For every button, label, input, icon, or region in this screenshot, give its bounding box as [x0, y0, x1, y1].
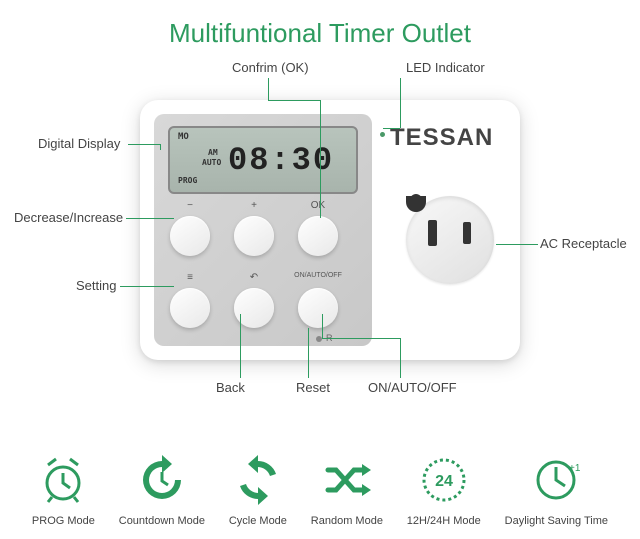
feat-random-label: Random Mode	[311, 515, 383, 527]
random-icon	[320, 453, 374, 507]
alarm-icon	[36, 453, 90, 507]
callout-led: LED Indicator	[406, 60, 485, 75]
line-confirm-d	[320, 100, 321, 218]
line-onoff-v1	[322, 314, 323, 338]
digital-display: MO AM AUTO PROG 08:30	[168, 126, 358, 194]
feat-random: Random Mode	[311, 453, 383, 527]
h24-icon: 24	[417, 453, 471, 507]
btn-label-onoff: ON/AUTO/OFF	[288, 272, 348, 279]
lcd-time: 08:30	[228, 142, 334, 179]
ac-receptacle	[406, 196, 494, 284]
dst-icon: +1	[529, 453, 583, 507]
slot-left	[428, 220, 437, 246]
callout-reset: Reset	[296, 380, 330, 395]
feat-countdown: Countdown Mode	[119, 453, 205, 527]
brand-logo: TESSAN	[390, 124, 493, 152]
callout-onoff: ON/AUTO/OFF	[368, 380, 457, 395]
button-row-2: ≡ ↶ ON/AUTO/OFF	[170, 288, 338, 328]
device: MO AM AUTO PROG 08:30 − + OK ≡ ↶ ON/AUTO…	[140, 100, 520, 360]
callout-back: Back	[216, 380, 245, 395]
feat-dst: +1 Daylight Saving Time	[505, 453, 608, 527]
svg-text:24: 24	[435, 473, 453, 490]
features-row: PROG Mode Countdown Mode Cycle Mode Rand…	[0, 453, 640, 527]
btn-label-setting: ≡	[160, 272, 220, 283]
confirm-button[interactable]: OK	[298, 216, 338, 256]
feat-24h-label: 12H/24H Mode	[407, 515, 481, 527]
increase-button[interactable]: +	[234, 216, 274, 256]
countdown-icon	[135, 453, 189, 507]
line-onoff-v2	[400, 338, 401, 378]
btn-label-minus: −	[160, 200, 220, 211]
lcd-day: MO	[178, 132, 189, 142]
lcd-am: AM	[208, 148, 218, 157]
line-dec-h	[126, 218, 174, 219]
control-panel: MO AM AUTO PROG 08:30 − + OK ≡ ↶ ON/AUTO…	[154, 114, 372, 346]
slot-right	[463, 222, 471, 244]
page-title: Multifuntional Timer Outlet	[0, 0, 640, 49]
feat-countdown-label: Countdown Mode	[119, 515, 205, 527]
callout-confirm: Confrim (OK)	[232, 60, 309, 75]
cycle-icon	[231, 453, 285, 507]
btn-label-plus: +	[224, 200, 284, 211]
line-back-v	[240, 314, 241, 378]
diagram: MO AM AUTO PROG 08:30 − + OK ≡ ↶ ON/AUTO…	[0, 60, 640, 410]
btn-label-ok: OK	[288, 200, 348, 211]
lcd-prog: PROG	[178, 176, 197, 185]
onoff-button[interactable]: ON/AUTO/OFF	[298, 288, 338, 328]
line-confirm-v	[268, 78, 269, 100]
callout-display: Digital Display	[38, 136, 120, 151]
line-set-h	[120, 286, 174, 287]
line-ac-h	[496, 244, 538, 245]
line-onoff-h	[322, 338, 400, 339]
callout-setting: Setting	[76, 278, 116, 293]
feat-prog-label: PROG Mode	[32, 515, 95, 527]
btn-label-back: ↶	[224, 272, 284, 283]
feat-cycle: Cycle Mode	[229, 453, 287, 527]
svg-text:+1: +1	[569, 463, 581, 474]
line-led-h	[383, 128, 400, 129]
line-led-v	[400, 78, 401, 128]
setting-button[interactable]: ≡	[170, 288, 210, 328]
feat-dst-label: Daylight Saving Time	[505, 515, 608, 527]
line-disp-v	[160, 144, 161, 150]
button-row-1: − + OK	[170, 216, 338, 256]
callout-ac: AC Receptacle	[540, 236, 627, 251]
lcd-auto: AUTO	[202, 158, 221, 167]
line-reset-v	[308, 328, 309, 378]
line-disp-h	[128, 144, 160, 145]
feat-cycle-label: Cycle Mode	[229, 515, 287, 527]
slot-ground	[406, 196, 426, 212]
feat-24h: 24 12H/24H Mode	[407, 453, 481, 527]
feat-prog: PROG Mode	[32, 453, 95, 527]
callout-decinc: Decrease/Increase	[14, 210, 123, 225]
line-confirm-h	[268, 100, 320, 101]
decrease-button[interactable]: −	[170, 216, 210, 256]
led-indicator	[380, 132, 385, 137]
